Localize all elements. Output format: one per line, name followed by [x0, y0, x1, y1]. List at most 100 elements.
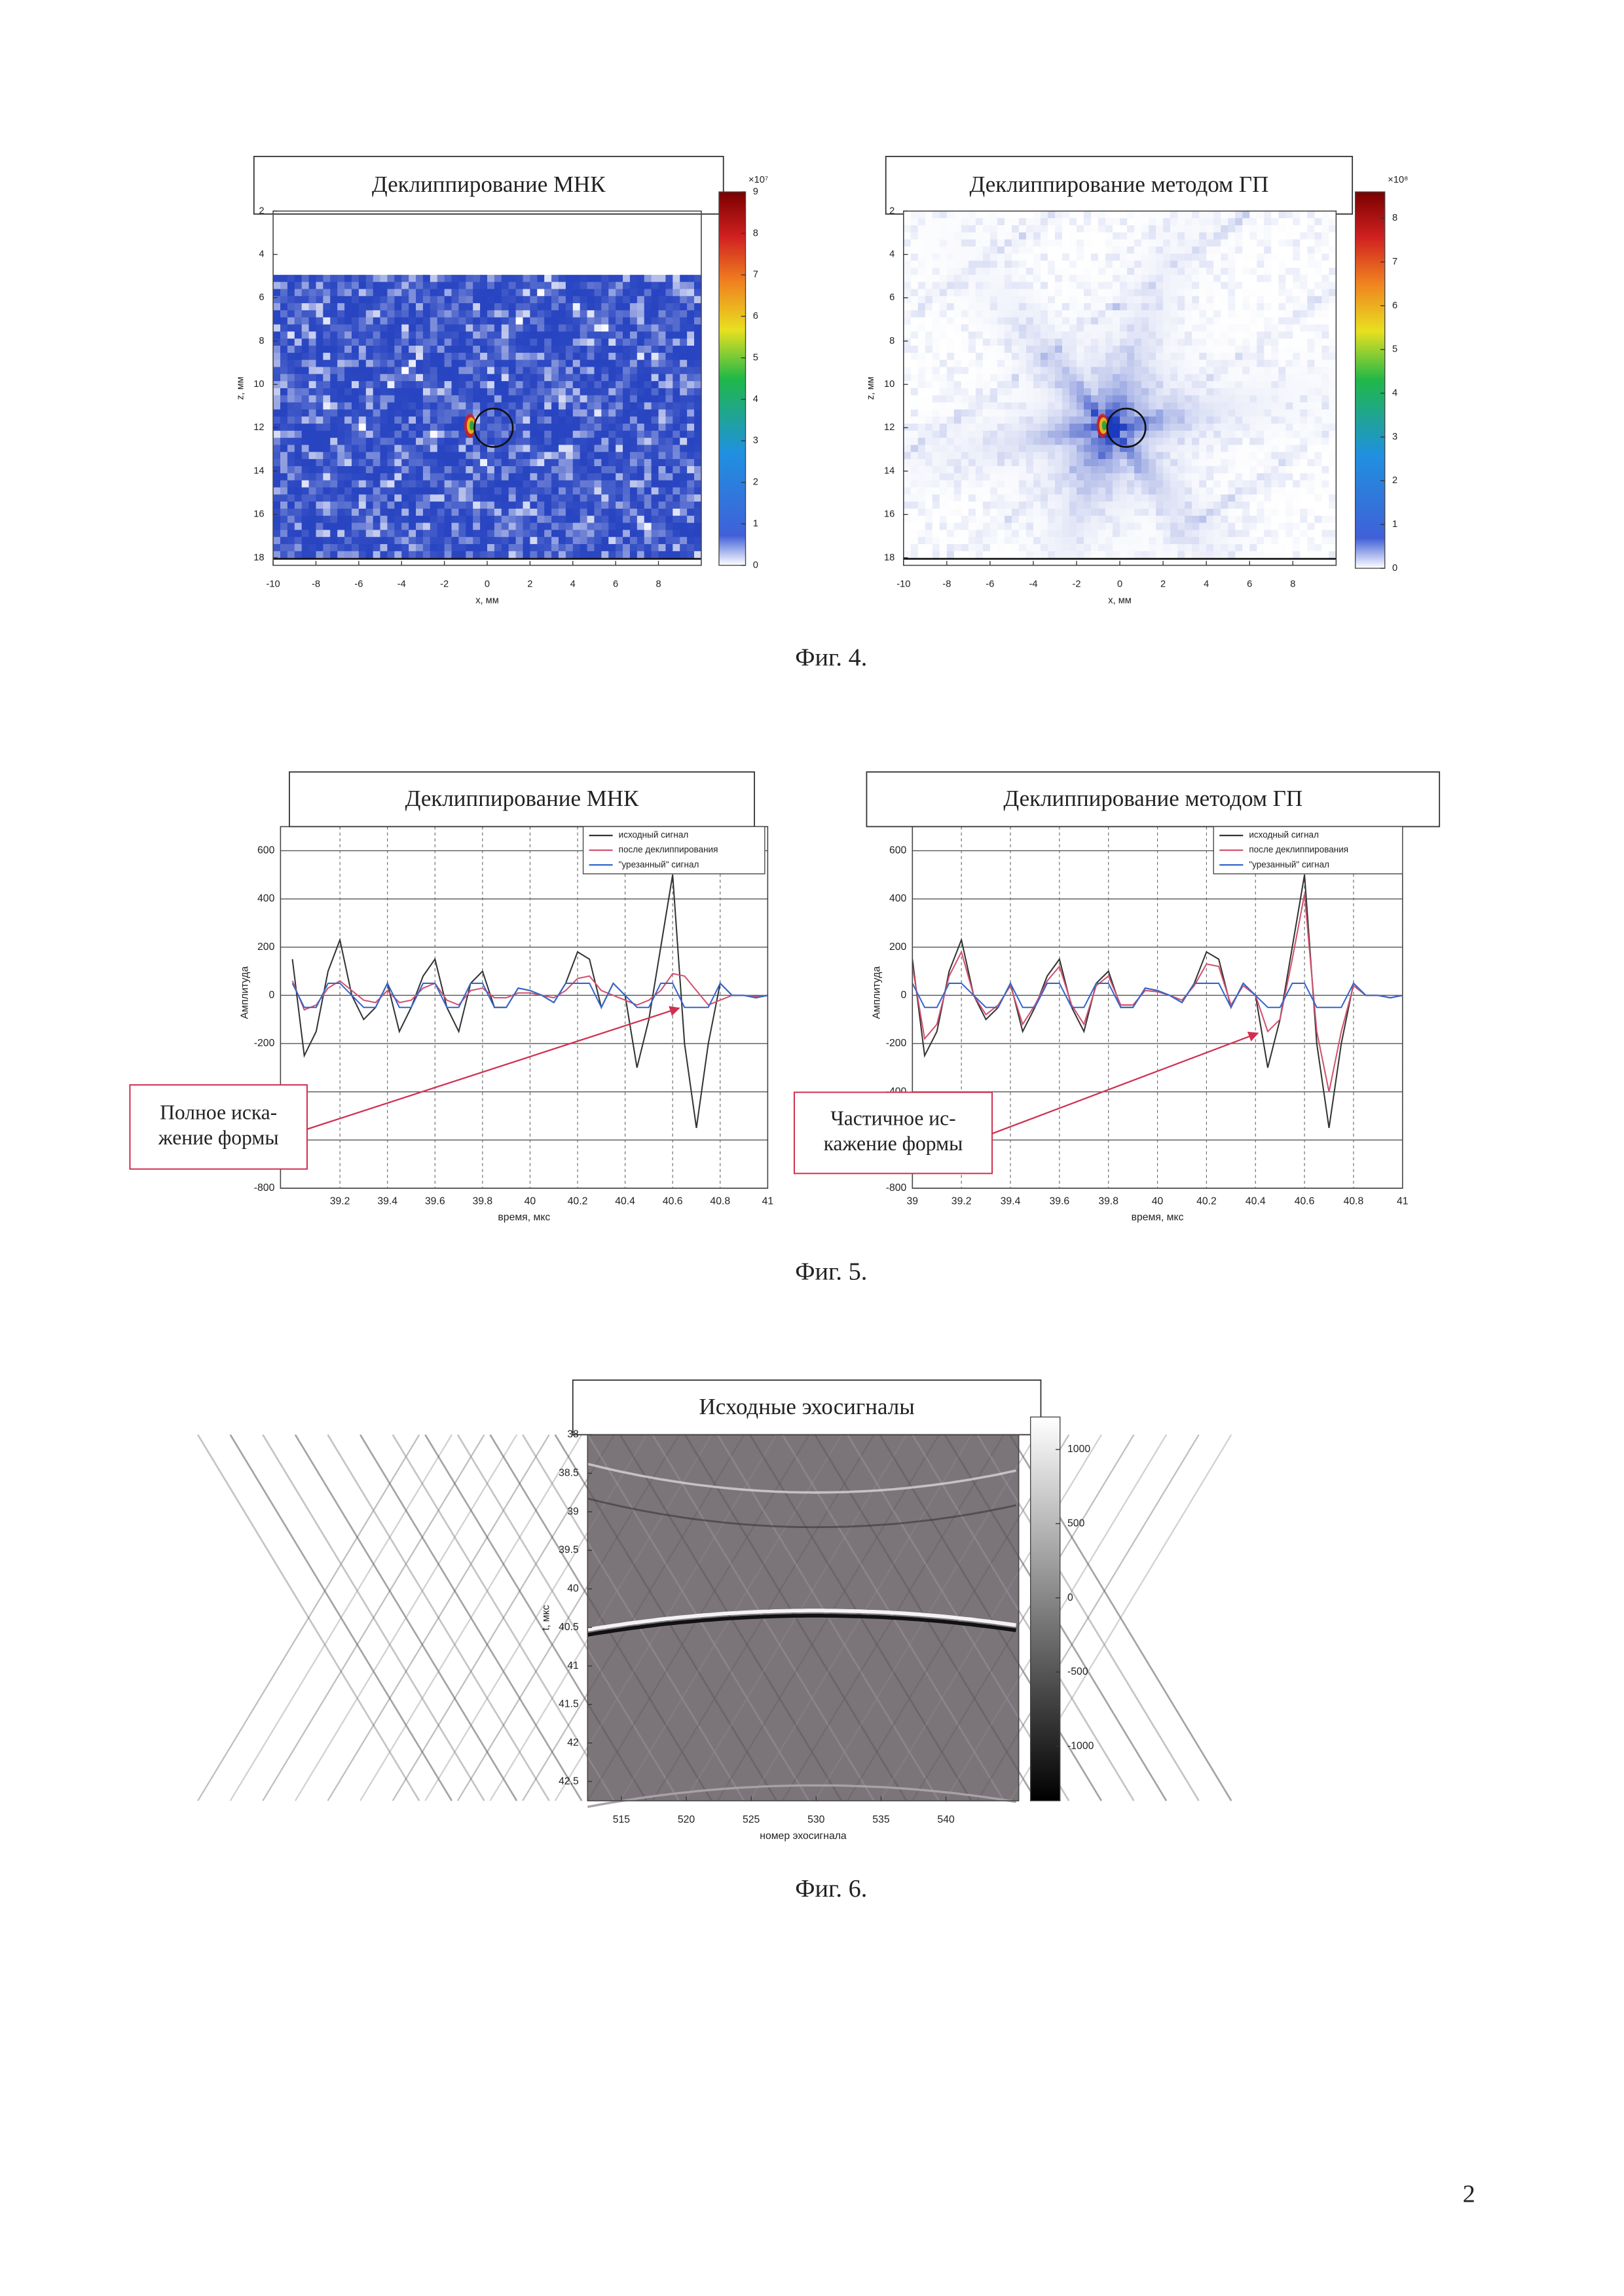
heatmap-cell — [1098, 501, 1106, 509]
heatmap-cell — [1163, 409, 1171, 416]
heatmap-cell — [1098, 318, 1106, 325]
heatmap-cell — [961, 416, 969, 424]
heatmap-cell — [1005, 253, 1012, 261]
heatmap-cell — [1134, 367, 1142, 374]
heatmap-cell — [1062, 325, 1070, 332]
heatmap-cell — [344, 346, 352, 353]
heatmap-cell — [302, 310, 310, 318]
heatmap-cell — [1264, 494, 1272, 501]
heatmap-cell — [630, 494, 638, 501]
heatmap-cell — [452, 487, 460, 494]
heatmap-cell — [458, 509, 466, 516]
heatmap-cell — [494, 353, 502, 360]
heatmap-cell — [1177, 473, 1185, 481]
heatmap-cell — [1062, 296, 1070, 303]
heatmap-cell — [1041, 331, 1048, 338]
heatmap-cell — [925, 374, 933, 381]
heatmap-cell — [452, 381, 460, 388]
heatmap-cell — [551, 374, 559, 381]
heatmap-cell — [587, 367, 595, 374]
heatmap-cell — [1134, 459, 1142, 466]
heatmap-cell — [302, 452, 310, 459]
heatmap-cell — [1048, 367, 1056, 374]
heatmap-cell — [409, 374, 416, 381]
heatmap-cell — [394, 416, 402, 424]
heatmap-cell — [337, 346, 345, 353]
heatmap-cell — [280, 466, 288, 473]
heatmap-cell — [423, 338, 431, 346]
heatmap-cell — [401, 296, 409, 303]
heatmap-cell — [1134, 388, 1142, 395]
heatmap-cell — [983, 218, 991, 225]
heatmap-cell — [1105, 338, 1113, 346]
heatmap-cell — [380, 445, 388, 452]
heatmap-cell — [352, 551, 360, 558]
heatmap-cell — [1264, 331, 1272, 338]
heatmap-cell — [302, 459, 310, 466]
heatmap-cell — [573, 318, 581, 325]
heatmap-cell — [502, 325, 509, 332]
heatmap-cell — [580, 381, 588, 388]
heatmap-cell — [687, 551, 695, 558]
heatmap-cell — [566, 452, 574, 459]
heatmap-cell — [430, 303, 438, 310]
heatmap-cell — [911, 481, 919, 488]
heatmap-cell — [280, 395, 288, 403]
heatmap-cell — [1091, 310, 1099, 318]
heatmap-cell — [1098, 466, 1106, 473]
heatmap-cell — [1019, 240, 1027, 247]
heatmap-cell — [302, 325, 310, 332]
heatmap-cell — [1228, 331, 1236, 338]
heatmap-cell — [687, 438, 695, 445]
heatmap-cell — [330, 481, 338, 488]
heatmap-cell — [1026, 232, 1034, 240]
heatmap-cell — [673, 374, 680, 381]
heatmap-cell — [559, 530, 566, 537]
heatmap-cell — [1192, 530, 1200, 537]
heatmap-cell — [394, 360, 402, 367]
heatmap-cell — [990, 318, 998, 325]
heatmap-cell — [673, 403, 680, 410]
heatmap-cell — [580, 494, 588, 501]
heatmap-cell — [452, 466, 460, 473]
heatmap-cell — [423, 381, 431, 388]
heatmap-cell — [323, 331, 331, 338]
heatmap-cell — [473, 481, 481, 488]
heatmap-cell — [452, 509, 460, 516]
heatmap-cell — [616, 282, 623, 289]
heatmap-cell — [1077, 481, 1084, 488]
heatmap-cell — [373, 459, 381, 466]
heatmap-cell — [932, 225, 940, 232]
heatmap-cell — [280, 310, 288, 318]
heatmap-cell — [1062, 501, 1070, 509]
heatmap-cell — [337, 544, 345, 551]
heatmap-cell — [1120, 438, 1128, 445]
heatmap-cell — [1084, 275, 1092, 282]
heatmap-cell — [287, 360, 295, 367]
heatmap-cell — [997, 438, 1005, 445]
heatmap-cell — [380, 388, 388, 395]
heatmap-cell — [316, 388, 323, 395]
heatmap-cell — [1257, 232, 1264, 240]
heatmap-cell — [1242, 310, 1250, 318]
heatmap-cell — [280, 367, 288, 374]
heatmap-cell — [918, 296, 926, 303]
heatmap-cell — [537, 509, 545, 516]
heatmap-cell — [1113, 310, 1120, 318]
heatmap-cell — [1213, 501, 1221, 509]
heatmap-cell — [969, 466, 976, 473]
heatmap-cell — [387, 296, 395, 303]
heatmap-cell — [687, 360, 695, 367]
heatmap-cell — [652, 360, 659, 367]
heatmap-cell — [1127, 452, 1135, 459]
heatmap-cell — [330, 409, 338, 416]
heatmap-cell — [458, 452, 466, 459]
heatmap-cell — [423, 289, 431, 296]
heatmap-cell — [630, 381, 638, 388]
heatmap-cell — [551, 509, 559, 516]
heatmap-cell — [359, 381, 367, 388]
heatmap-cell — [961, 452, 969, 459]
heatmap-cell — [1199, 331, 1207, 338]
heatmap-cell — [644, 275, 652, 282]
heatmap-cell — [452, 403, 460, 410]
